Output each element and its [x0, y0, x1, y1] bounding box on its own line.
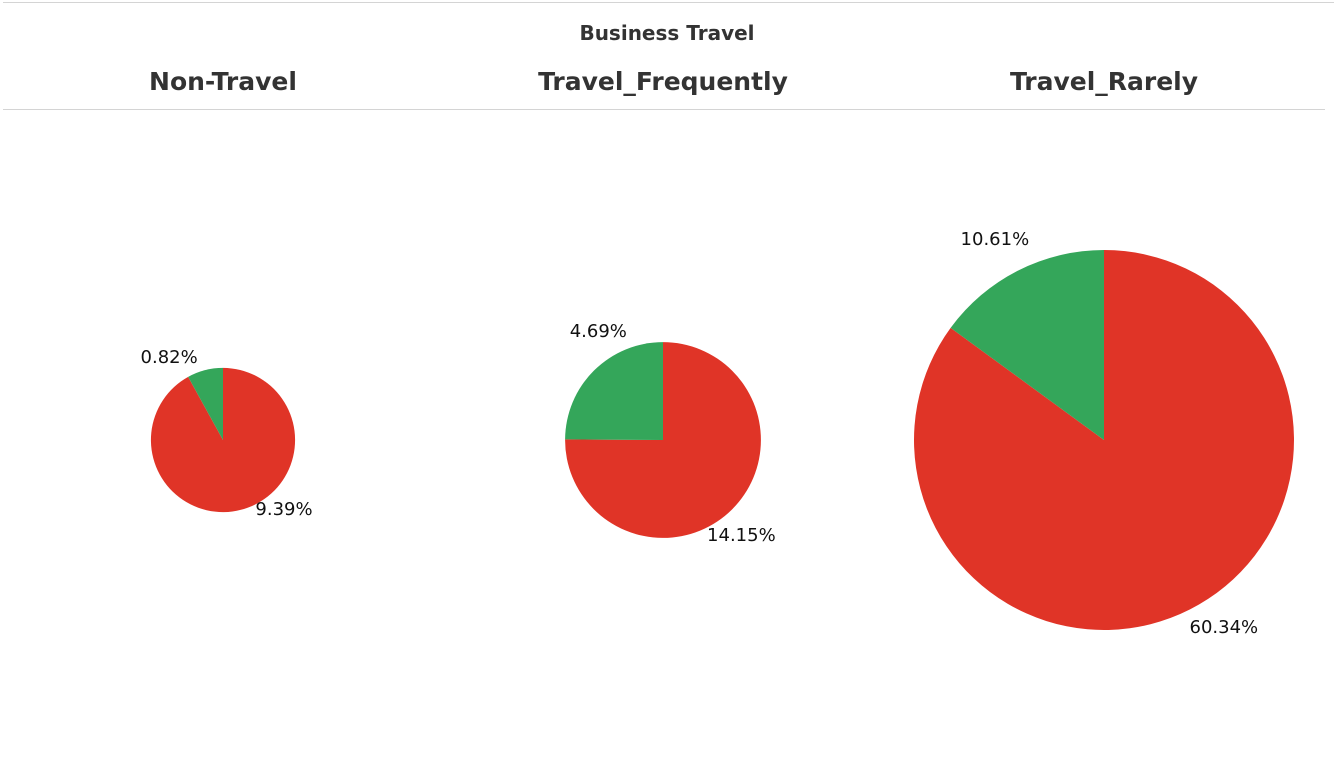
slice-label-green: 4.69%: [570, 321, 627, 342]
slice-label-green: 10.61%: [961, 229, 1030, 250]
column-header-travel-rarely: Travel_Rarely: [1009, 67, 1199, 96]
pie-slice-red[interactable]: [913, 250, 1294, 631]
slice-label-red: 60.34%: [1190, 617, 1259, 638]
slice-label-red: 9.39%: [255, 499, 312, 520]
column-header-travel-frequently: Travel_Frequently: [538, 67, 788, 96]
pie-travel-rarely: 10.61% 60.34%: [913, 229, 1294, 638]
pie-slice-green[interactable]: [565, 342, 663, 440]
slice-label-green: 0.82%: [141, 347, 198, 368]
chart-title: Business Travel: [579, 21, 755, 45]
pie-slice-green[interactable]: [188, 367, 223, 440]
header-divider: [3, 109, 1325, 110]
column-header-non-travel: Non-Travel: [149, 67, 297, 96]
pie-slice-red[interactable]: [150, 367, 296, 513]
top-border: [3, 2, 1334, 3]
slice-label-red: 14.15%: [707, 525, 776, 546]
pie-slice-green[interactable]: [950, 250, 1104, 440]
pie-non-travel: 0.82% 9.39%: [141, 347, 313, 520]
pie-travel-frequently: 4.69% 14.15%: [565, 321, 776, 546]
